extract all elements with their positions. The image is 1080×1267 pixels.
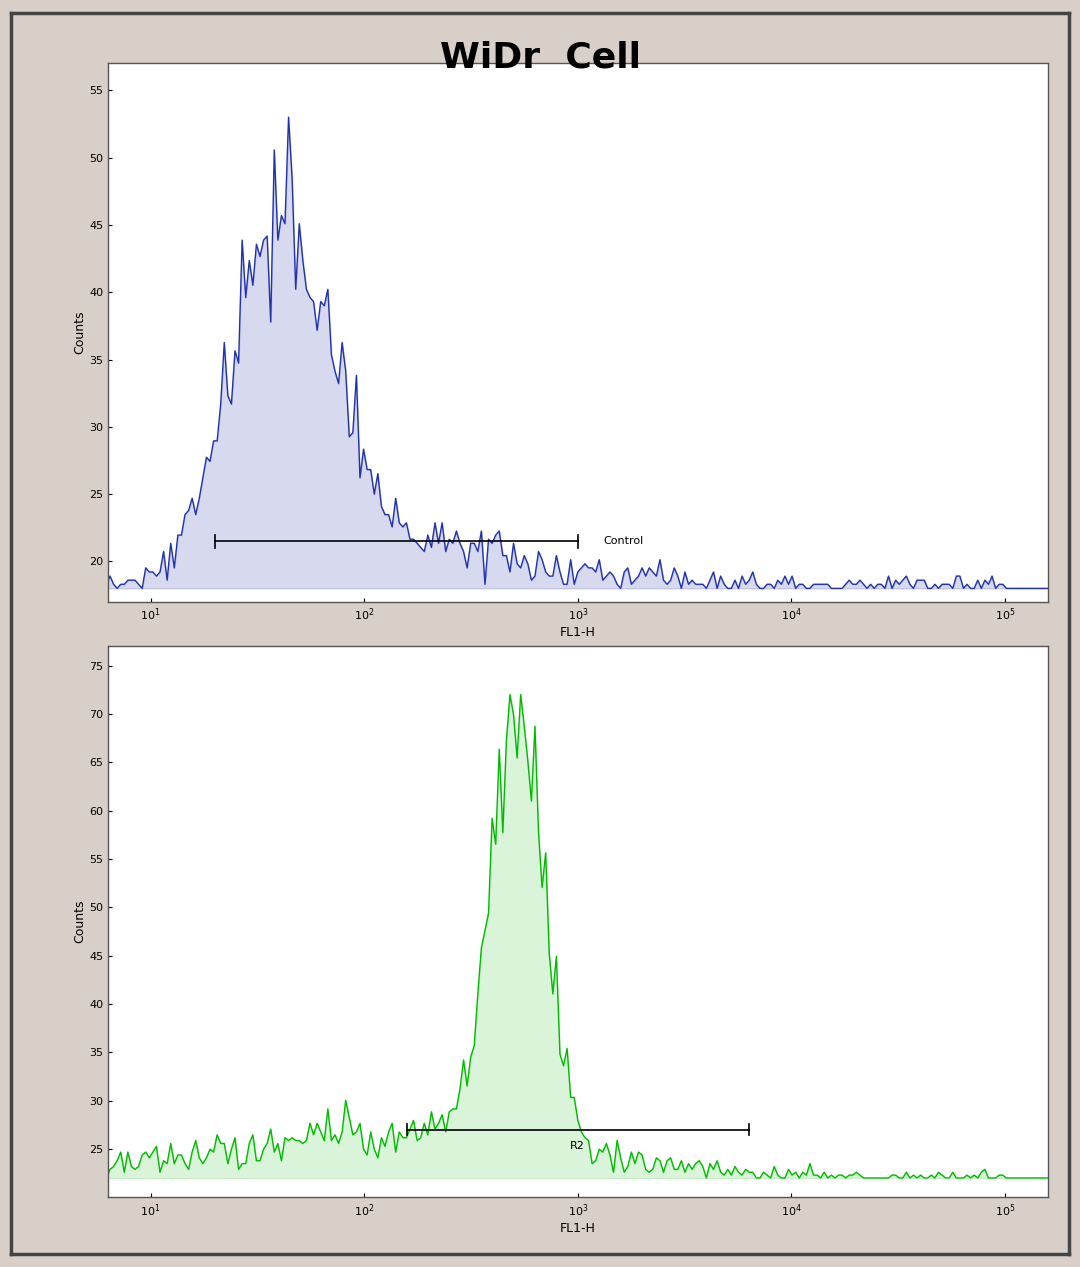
Y-axis label: Counts: Counts [73,900,86,944]
X-axis label: FL1-H: FL1-H [559,626,596,639]
Y-axis label: Counts: Counts [73,310,86,355]
Text: R2: R2 [570,1142,585,1152]
Text: Control: Control [604,536,644,546]
X-axis label: FL1-H: FL1-H [559,1221,596,1234]
Text: WiDr  Cell: WiDr Cell [440,41,640,75]
